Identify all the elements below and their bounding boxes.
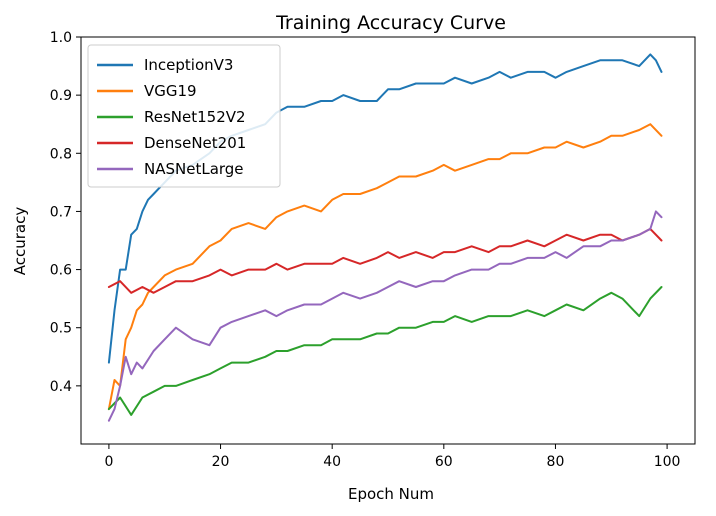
series-line-densenet201: [107, 227, 663, 294]
legend-label: NASNetLarge: [144, 160, 244, 178]
series-line-resnet152v2: [107, 286, 663, 416]
x-tick-label: 40: [323, 454, 341, 470]
y-tick-label: 0.9: [50, 88, 72, 104]
legend-label: InceptionV3: [144, 56, 233, 74]
y-tick-label: 0.6: [50, 263, 72, 279]
series-line-inceptionv3: [107, 53, 663, 364]
x-axis-ticks: 0 20 40 60 80 100: [104, 444, 680, 470]
chart-title: Training Accuracy Curve: [275, 12, 506, 34]
y-tick-label: 0.4: [50, 379, 72, 395]
x-tick-label: 60: [435, 454, 453, 470]
legend-label: DenseNet201: [144, 134, 246, 152]
plot-marks: [107, 53, 663, 422]
series-line-nasnetlarge: [107, 210, 663, 422]
legend-label: ResNet152V2: [144, 108, 246, 126]
x-tick-label: 20: [212, 454, 230, 470]
y-tick-label: 0.5: [50, 321, 72, 337]
legend-box: [87, 44, 281, 188]
series-line-vgg19: [107, 123, 663, 411]
y-tick-label: 0.8: [50, 146, 72, 162]
x-tick-label: 0: [104, 454, 113, 470]
y-tick-label: 0.7: [50, 204, 72, 220]
x-tick-label: 80: [547, 454, 565, 470]
y-tick-label: 1.0: [50, 30, 72, 46]
legend: InceptionV3 VGG19 ResNet152V2 DenseNet201 NA…: [87, 44, 281, 188]
x-axis-label: Epoch Num: [348, 485, 434, 503]
plot-frame: [80, 36, 696, 445]
y-axis-ticks: 0.4 0.5 0.6 0.7 0.8 0.9 1.0: [50, 30, 81, 395]
x-tick-label: 100: [654, 454, 681, 470]
y-axis-label: Accuracy: [11, 207, 29, 276]
legend-label: VGG19: [144, 82, 197, 100]
